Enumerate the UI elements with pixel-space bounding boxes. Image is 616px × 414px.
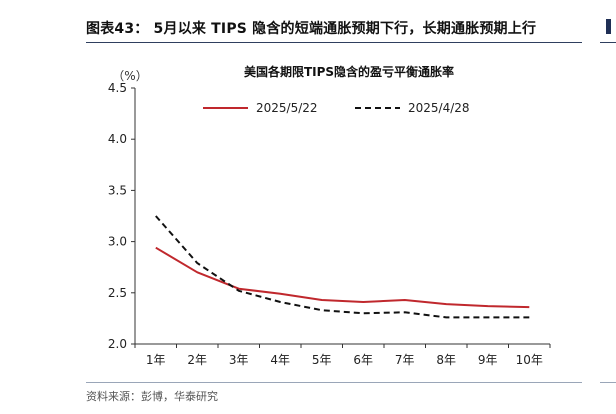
x-tick-label: 8年 <box>436 353 456 367</box>
source-divider <box>86 382 582 383</box>
adjacent-source-divider <box>600 382 616 383</box>
adjacent-figure-divider <box>600 42 616 43</box>
x-tick-label: 5年 <box>312 353 332 367</box>
x-tick-label: 1年 <box>146 353 166 367</box>
x-tick-label: 2年 <box>187 353 207 367</box>
title-divider <box>86 42 582 43</box>
adjacent-figure-marker <box>606 19 611 34</box>
y-tick-label: 2.5 <box>108 286 127 300</box>
y-axis-unit-label: （%） <box>112 69 147 83</box>
y-tick-label: 2.0 <box>108 337 127 351</box>
source-note: 资料来源：彭博，华泰研究 <box>86 390 218 403</box>
x-tick-label: 6年 <box>353 353 373 367</box>
x-tick-label: 4年 <box>270 353 290 367</box>
chart-title: 美国各期限TIPS隐含的盈亏平衡通胀率 <box>244 64 454 79</box>
axes: 2.0 2.5 3.0 3.5 4.0 4.5 1年 2年 3年 4年 5年 6年 7年 8年 9年 10年 <box>108 81 551 367</box>
y-tick-label: 3.0 <box>108 235 127 249</box>
x-tick-label: 7年 <box>395 353 415 367</box>
series-layer <box>155 215 530 319</box>
legend: 2025/5/22 2025/4/28 <box>203 101 470 115</box>
y-tick-label: 4.5 <box>108 81 127 95</box>
figure-title: 图表43： 5月以来 TIPS 隐含的短端通胀预期下行，长期通胀预期上行 <box>86 21 537 37</box>
x-tick-label: 10年 <box>516 353 543 367</box>
legend-label-2: 2025/4/28 <box>408 101 470 115</box>
series-line-2 <box>155 215 530 319</box>
x-tick-label: 9年 <box>478 353 498 367</box>
x-tick-label: 3年 <box>229 353 249 367</box>
legend-label-1: 2025/5/22 <box>256 101 318 115</box>
y-tick-label: 3.5 <box>108 183 127 197</box>
y-tick-label: 4.0 <box>108 132 127 146</box>
series-line-1 <box>155 246 530 309</box>
line-chart: 美国各期限TIPS隐含的盈亏平衡通胀率 （%） 2.0 2.5 3.0 3.5 4.0 4… <box>108 64 551 367</box>
